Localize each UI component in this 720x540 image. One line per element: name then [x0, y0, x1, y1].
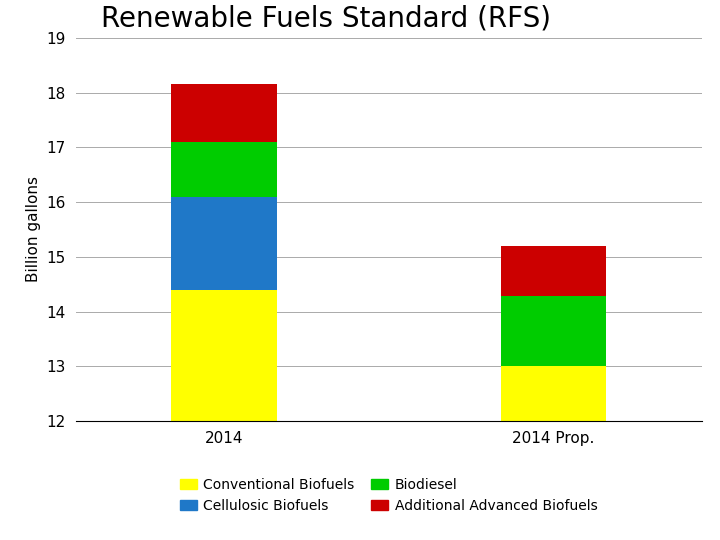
Bar [171, 290, 276, 421]
Text: IOWA STATE UNIVERSITY: IOWA STATE UNIVERSITY [9, 500, 254, 517]
Text: Extension and Outreach/Department of Economics: Extension and Outreach/Department of Eco… [9, 528, 274, 538]
Legend: Conventional Biofuels, Cellulosic Biofuels, Biodiesel, Additional Advanced Biofu: Conventional Biofuels, Cellulosic Biofue… [180, 478, 598, 513]
Bar [171, 84, 276, 142]
Y-axis label: Billion gallons: Billion gallons [26, 177, 41, 282]
Bar [501, 296, 606, 367]
Bar [171, 197, 276, 290]
Bar [171, 142, 276, 197]
Bar [501, 246, 606, 296]
Bar [501, 367, 606, 421]
Text: Ag Decision Maker: Ag Decision Maker [549, 509, 711, 523]
Text: Renewable Fuels Standard (RFS): Renewable Fuels Standard (RFS) [101, 5, 551, 33]
